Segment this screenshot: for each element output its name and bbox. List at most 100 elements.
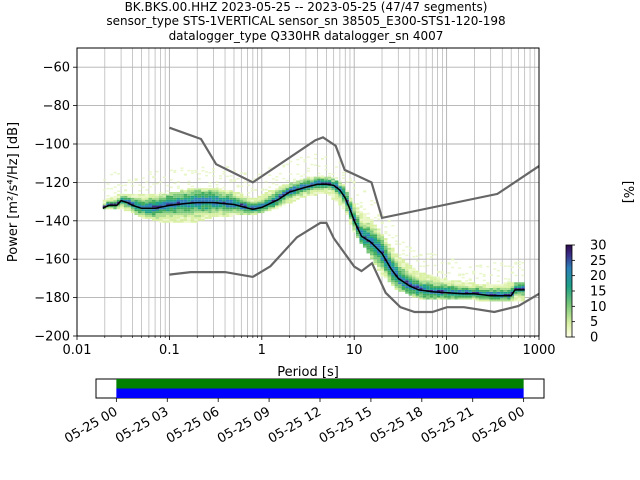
density-cell — [215, 193, 219, 196]
density-cell — [408, 278, 413, 281]
density-cell — [187, 216, 191, 219]
density-cell — [155, 216, 160, 219]
density-cell-sparse — [461, 276, 465, 279]
density-cell — [211, 203, 216, 206]
density-cell — [394, 278, 399, 281]
density-cell — [116, 207, 121, 210]
density-cell — [201, 216, 205, 219]
density-cell — [282, 203, 286, 206]
density-cell — [176, 192, 181, 194]
density-cell-sparse — [310, 163, 314, 166]
density-cell — [320, 180, 325, 183]
density-cell — [500, 293, 504, 296]
density-cell — [348, 203, 353, 206]
density-cell — [355, 209, 360, 212]
density-cell — [236, 205, 240, 208]
colorbar-tick-label: 5 — [590, 315, 598, 330]
density-cell-sparse — [412, 255, 416, 258]
density-cell — [369, 255, 374, 258]
density-cell — [197, 203, 202, 206]
density-cell — [475, 284, 479, 287]
density-cell-sparse — [233, 179, 237, 181]
density-cell — [123, 195, 128, 198]
density-cell — [271, 190, 276, 192]
density-cell — [183, 197, 188, 200]
density-cell-sparse — [321, 158, 325, 160]
density-cell — [275, 207, 279, 210]
density-cell — [260, 201, 265, 204]
density-cell — [296, 180, 300, 183]
density-cell — [201, 195, 205, 198]
density-cell — [377, 259, 381, 262]
density-cell — [503, 297, 508, 300]
density-cell-sparse — [384, 226, 388, 228]
density-cell — [471, 288, 476, 290]
density-cell — [250, 199, 254, 202]
density-cell — [387, 259, 392, 262]
x-tick-label: 0.01 — [63, 343, 92, 358]
density-cell — [408, 274, 413, 277]
x-tick-label: 1000 — [522, 343, 555, 358]
density-cell — [377, 253, 381, 256]
density-cell — [478, 288, 483, 290]
density-cell — [292, 184, 297, 187]
density-cell — [208, 203, 212, 206]
density-cell — [166, 220, 170, 223]
density-cell — [380, 249, 385, 252]
density-cell — [232, 199, 237, 202]
density-cell — [408, 270, 413, 273]
density-cell — [369, 226, 374, 229]
density-cell-sparse — [426, 253, 430, 255]
density-cell — [102, 207, 107, 210]
density-cell — [173, 195, 177, 198]
density-cell — [433, 291, 437, 294]
density-cell — [489, 291, 494, 294]
density-cell — [197, 215, 202, 217]
density-cell-sparse — [313, 153, 317, 156]
density-cell — [401, 259, 406, 262]
density-cell-sparse — [430, 256, 434, 258]
density-cell — [278, 186, 283, 189]
density-cell — [450, 286, 455, 288]
density-cell — [338, 197, 342, 200]
density-cell — [352, 226, 356, 229]
density-cell — [359, 218, 363, 221]
density-cell — [405, 284, 409, 287]
density-cell — [296, 192, 300, 194]
timeline-tick-label: 05-25 12 — [266, 404, 324, 446]
density-cell — [384, 261, 388, 264]
density-cell-sparse — [197, 173, 201, 175]
density-cell — [275, 190, 279, 192]
density-cell — [355, 211, 360, 214]
density-cell — [517, 282, 522, 285]
density-cell — [130, 197, 135, 200]
density-cell — [204, 203, 209, 206]
density-cell-sparse — [451, 258, 455, 260]
density-cell — [503, 286, 508, 288]
density-cell — [137, 209, 142, 212]
density-cell — [246, 211, 251, 214]
density-cell — [292, 197, 297, 200]
density-cell — [478, 286, 483, 288]
density-cell — [257, 203, 261, 206]
density-cell — [303, 184, 307, 187]
density-cell — [401, 286, 406, 288]
density-cell-sparse — [299, 181, 303, 183]
density-cell-sparse — [275, 176, 279, 178]
density-cell — [169, 193, 174, 196]
density-cell-sparse — [243, 181, 247, 183]
density-cell — [398, 264, 402, 267]
density-cell — [486, 289, 490, 292]
density-cell — [419, 276, 423, 279]
density-cell — [380, 238, 385, 240]
density-cell — [176, 220, 181, 223]
density-cell — [303, 193, 307, 196]
density-cell-sparse — [299, 175, 303, 177]
density-cell — [384, 253, 388, 256]
density-cell — [151, 205, 156, 208]
density-cell — [341, 188, 346, 191]
density-cell — [194, 216, 198, 219]
density-cell — [232, 195, 237, 198]
